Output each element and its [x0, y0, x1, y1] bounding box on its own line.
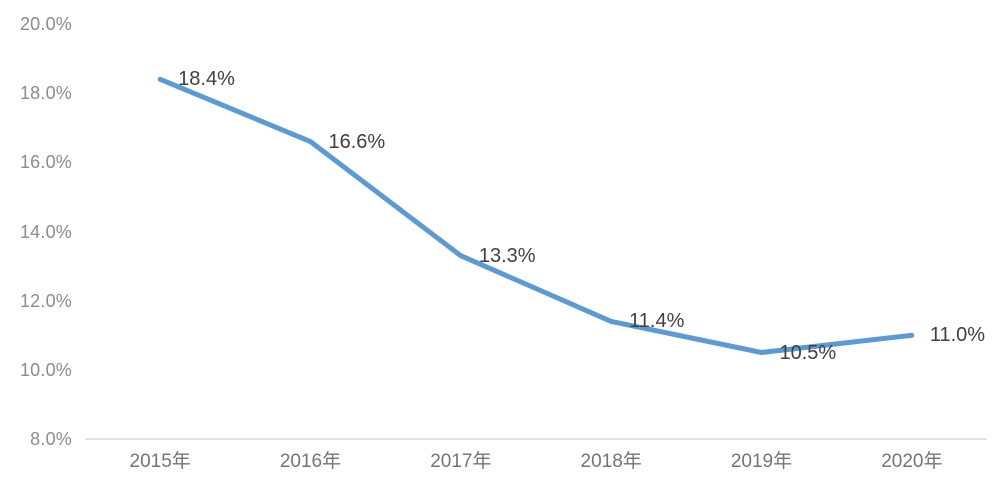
y-tick-label: 20.0% — [19, 14, 72, 34]
x-category-label: 2019年 — [730, 451, 793, 472]
y-tick-label: 14.0% — [19, 221, 72, 242]
x-category-label: 2015年 — [129, 451, 191, 472]
y-tick-label: 18.0% — [19, 83, 72, 104]
data-point-label: 18.4% — [178, 68, 235, 91]
data-point-label: 16.6% — [328, 130, 386, 153]
x-category-label: 2017年 — [430, 451, 492, 472]
x-category-label: 2020年 — [881, 451, 943, 472]
data-point-label: 13.3% — [478, 244, 536, 267]
data-point-label: 11.0% — [929, 324, 986, 347]
data-point-label: 11.4% — [629, 310, 685, 333]
y-tick-label: 16.0% — [19, 152, 72, 173]
y-tick-label: 8.0% — [30, 429, 72, 449]
data-point-label: 10.5% — [779, 341, 837, 364]
x-category-label: 2016年 — [279, 451, 342, 472]
y-tick-label: 12.0% — [19, 290, 72, 311]
trend-line — [157, 76, 915, 355]
y-tick-label: 10.0% — [19, 359, 72, 380]
x-category-label: 2018年 — [580, 451, 642, 472]
